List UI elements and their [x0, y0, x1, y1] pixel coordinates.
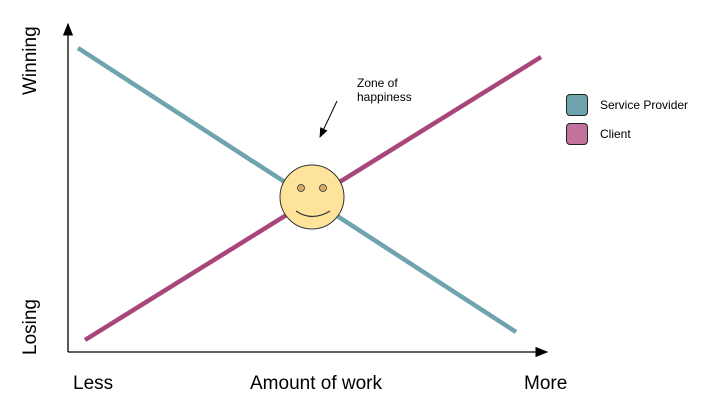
legend-item-client: Client: [566, 119, 688, 148]
legend-label: Client: [600, 126, 631, 141]
x-axis-right-label: More: [524, 373, 568, 394]
client-swatch: [566, 122, 588, 145]
smiley-face-icon: [279, 164, 345, 230]
x-axis-title: Amount of work: [250, 373, 382, 394]
annotation-arrow: [319, 100, 338, 138]
legend-label: Service Provider: [600, 97, 689, 112]
annotation-line-2: happiness: [357, 90, 412, 104]
service-provider-swatch: [566, 93, 588, 116]
legend-item-service-provider: Service Provider: [566, 90, 688, 119]
annotation-line-1: Zone of: [357, 76, 398, 90]
y-axis-top-label: Winning: [20, 26, 41, 95]
zone-of-happiness-annotation: Zone of happiness: [357, 76, 412, 104]
y-axis-bottom-label: Losing: [20, 299, 41, 355]
legend: Service Provider Client: [566, 90, 688, 148]
x-axis-left-label: Less: [73, 373, 114, 394]
